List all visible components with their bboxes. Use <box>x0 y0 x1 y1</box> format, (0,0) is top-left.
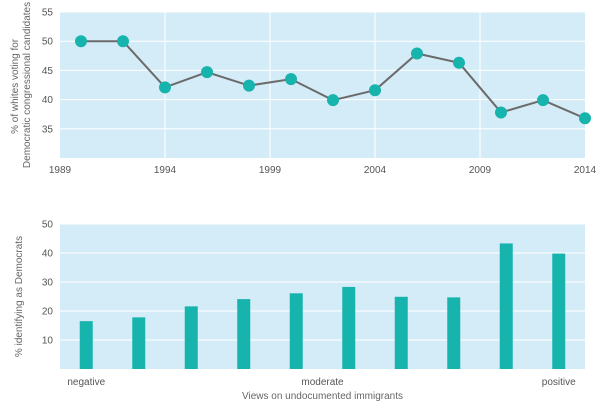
line-chart-x-ticks: 1989 1994 1999 2004 2009 2014 <box>49 165 597 176</box>
line-chart-y-tick-label: 35 <box>42 124 54 135</box>
line-chart-y-tick-label: 45 <box>42 66 54 77</box>
line-chart-x-tick-label: 1999 <box>259 165 282 176</box>
line-chart-x-tick-label: 2014 <box>574 165 597 176</box>
bar-chart-bar <box>289 293 303 369</box>
bar-chart-y-tick-label: 50 <box>42 220 54 231</box>
line-chart-x-tick-label: 2009 <box>469 165 492 176</box>
bar-chart-bars <box>79 243 566 369</box>
line-chart-y-tick-label: 55 <box>42 8 54 19</box>
bar-chart-bar <box>132 317 146 369</box>
line-chart-x-tick-label: 1989 <box>49 165 72 176</box>
bar-chart-y-tick-label: 20 <box>42 307 54 318</box>
line-chart-point <box>411 47 423 60</box>
bar-chart-y-axis-title: % identifying as Democrats <box>14 236 25 357</box>
line-chart-series <box>75 35 591 125</box>
bar-chart-bar <box>342 286 356 369</box>
bar-chart-plot-area <box>60 224 585 369</box>
bar-chart-bar <box>184 306 198 369</box>
line-chart-x-tick-label: 1994 <box>154 165 177 176</box>
line-chart-y-ticks: 35 40 45 50 55 <box>42 8 54 136</box>
bar-chart-grid <box>60 223 585 341</box>
line-chart-point <box>453 56 465 69</box>
bar-chart-bar <box>552 253 566 369</box>
line-chart: 35 40 45 50 55 1989 1994 1999 2004 2009 2014 % of… <box>10 2 597 176</box>
bar-chart-y-tick-label: 40 <box>42 249 54 260</box>
bar-chart-x-tick-label: moderate <box>301 377 344 388</box>
bar-chart-bar <box>499 243 513 369</box>
bar-chart-y-tick-label: 10 <box>42 336 54 347</box>
line-chart-y-axis-title: % of whites voting for Democratic congre… <box>10 2 33 168</box>
bar-chart-x-ticks: negative moderate positive <box>67 377 576 388</box>
line-chart-point <box>201 66 213 79</box>
line-chart-x-tick-label: 2004 <box>364 165 387 176</box>
bar-chart-bar <box>79 321 93 369</box>
bar-chart-bar <box>237 299 251 369</box>
bar-chart-y-tick-label: 30 <box>42 278 54 289</box>
bar-chart-y-ticks: 10 20 30 40 50 <box>42 220 54 347</box>
line-chart-y-tick-label: 50 <box>42 37 54 48</box>
line-chart-y-axis-title-line-2: Democratic congressional candidates <box>22 2 33 168</box>
bar-chart-bar <box>394 296 408 369</box>
line-chart-point <box>327 94 339 107</box>
line-chart-point <box>243 79 255 92</box>
line-chart-plot-area <box>60 12 585 158</box>
line-chart-point <box>495 106 507 119</box>
line-chart-point <box>159 81 171 94</box>
line-chart-y-axis-title-line-1: % of whites voting for <box>10 38 21 134</box>
bar-chart-bar <box>447 297 461 369</box>
line-chart-point <box>75 35 87 48</box>
bar-chart-x-tick-label: negative <box>67 377 105 388</box>
line-chart-point <box>117 35 129 48</box>
line-chart-point <box>579 112 591 125</box>
line-chart-y-tick-label: 40 <box>42 95 54 106</box>
bar-chart-x-tick-label: positive <box>542 377 576 388</box>
line-chart-point <box>285 73 297 86</box>
bar-chart: 10 20 30 40 50 negative moderate positive % id… <box>14 220 585 402</box>
line-chart-point <box>369 84 381 97</box>
line-chart-point <box>537 94 549 107</box>
bar-chart-x-axis-title: Views on undocumented immigrants <box>242 391 403 402</box>
